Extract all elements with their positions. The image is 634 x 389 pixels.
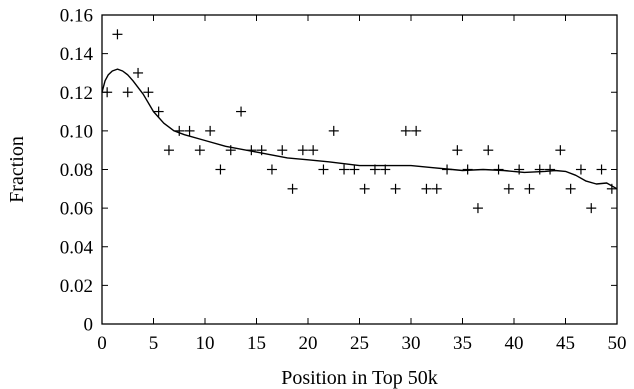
x-tick-label: 5 <box>149 333 159 354</box>
data-point <box>400 125 411 136</box>
data-point <box>514 164 525 175</box>
data-point <box>318 164 329 175</box>
points-layer <box>102 29 617 214</box>
data-point <box>369 164 380 175</box>
data-point <box>236 106 247 117</box>
data-point <box>153 106 164 117</box>
y-tick-label: 0 <box>84 315 94 336</box>
data-point <box>493 164 504 175</box>
x-tick-label: 30 <box>402 333 421 354</box>
data-point <box>184 125 195 136</box>
data-point <box>266 164 277 175</box>
data-point <box>225 145 236 156</box>
data-point <box>431 183 442 194</box>
y-tick-label: 0.16 <box>60 6 93 27</box>
data-point <box>194 145 205 156</box>
data-point <box>102 87 113 98</box>
data-point <box>565 183 576 194</box>
data-point <box>555 145 566 156</box>
data-point <box>462 164 473 175</box>
data-point <box>205 125 216 136</box>
data-point <box>534 164 545 175</box>
data-point <box>606 183 617 194</box>
data-point <box>277 145 288 156</box>
tick-labels: 0 5 10 15 20 25 30 35 40 45 50 0 0.02 0.04 0.06 0.08 0.1… <box>60 6 627 355</box>
curve-layer <box>101 68 618 190</box>
data-point <box>328 125 339 136</box>
data-point <box>133 67 144 78</box>
y-tick-label: 0.02 <box>60 276 93 297</box>
x-tick-label: 25 <box>350 333 369 354</box>
y-tick-label: 0.06 <box>60 199 93 220</box>
data-point <box>472 203 483 214</box>
data-point <box>586 203 597 214</box>
data-point <box>308 145 319 156</box>
data-point <box>215 164 226 175</box>
y-tick-label: 0.14 <box>60 44 94 65</box>
data-point <box>163 145 174 156</box>
y-tick-label: 0.12 <box>60 83 93 104</box>
data-point <box>339 164 350 175</box>
data-point <box>349 164 360 175</box>
axis-ticks <box>101 14 618 325</box>
x-axis-title: Position in Top 50k <box>281 367 438 389</box>
data-point <box>297 145 308 156</box>
data-point <box>421 183 432 194</box>
y-tick-label: 0.04 <box>60 237 94 258</box>
x-tick-label: 50 <box>608 333 627 354</box>
data-point <box>596 164 607 175</box>
data-point <box>256 145 267 156</box>
x-tick-label: 10 <box>196 333 215 354</box>
data-point <box>503 183 514 194</box>
y-tick-label: 0.10 <box>60 121 93 142</box>
data-point <box>174 125 185 136</box>
data-point <box>452 145 463 156</box>
data-point <box>359 183 370 194</box>
data-point <box>483 145 494 156</box>
x-tick-label: 40 <box>505 333 524 354</box>
x-tick-label: 20 <box>299 333 318 354</box>
data-point <box>524 183 535 194</box>
smoothed-trend-line <box>101 68 618 190</box>
data-point <box>122 87 133 98</box>
data-point <box>380 164 391 175</box>
y-tick-label: 0.08 <box>60 160 93 181</box>
x-tick-label: 45 <box>556 333 575 354</box>
data-point <box>112 29 123 40</box>
data-point <box>575 164 586 175</box>
x-tick-label: 35 <box>453 333 472 354</box>
data-point <box>442 164 453 175</box>
data-point <box>287 183 298 194</box>
x-tick-label: 0 <box>97 333 107 354</box>
y-axis-title: Fraction <box>6 136 28 203</box>
data-point <box>390 183 401 194</box>
data-point <box>545 164 556 175</box>
data-point <box>246 145 257 156</box>
data-point <box>143 87 154 98</box>
x-tick-label: 15 <box>247 333 266 354</box>
data-point <box>411 125 422 136</box>
